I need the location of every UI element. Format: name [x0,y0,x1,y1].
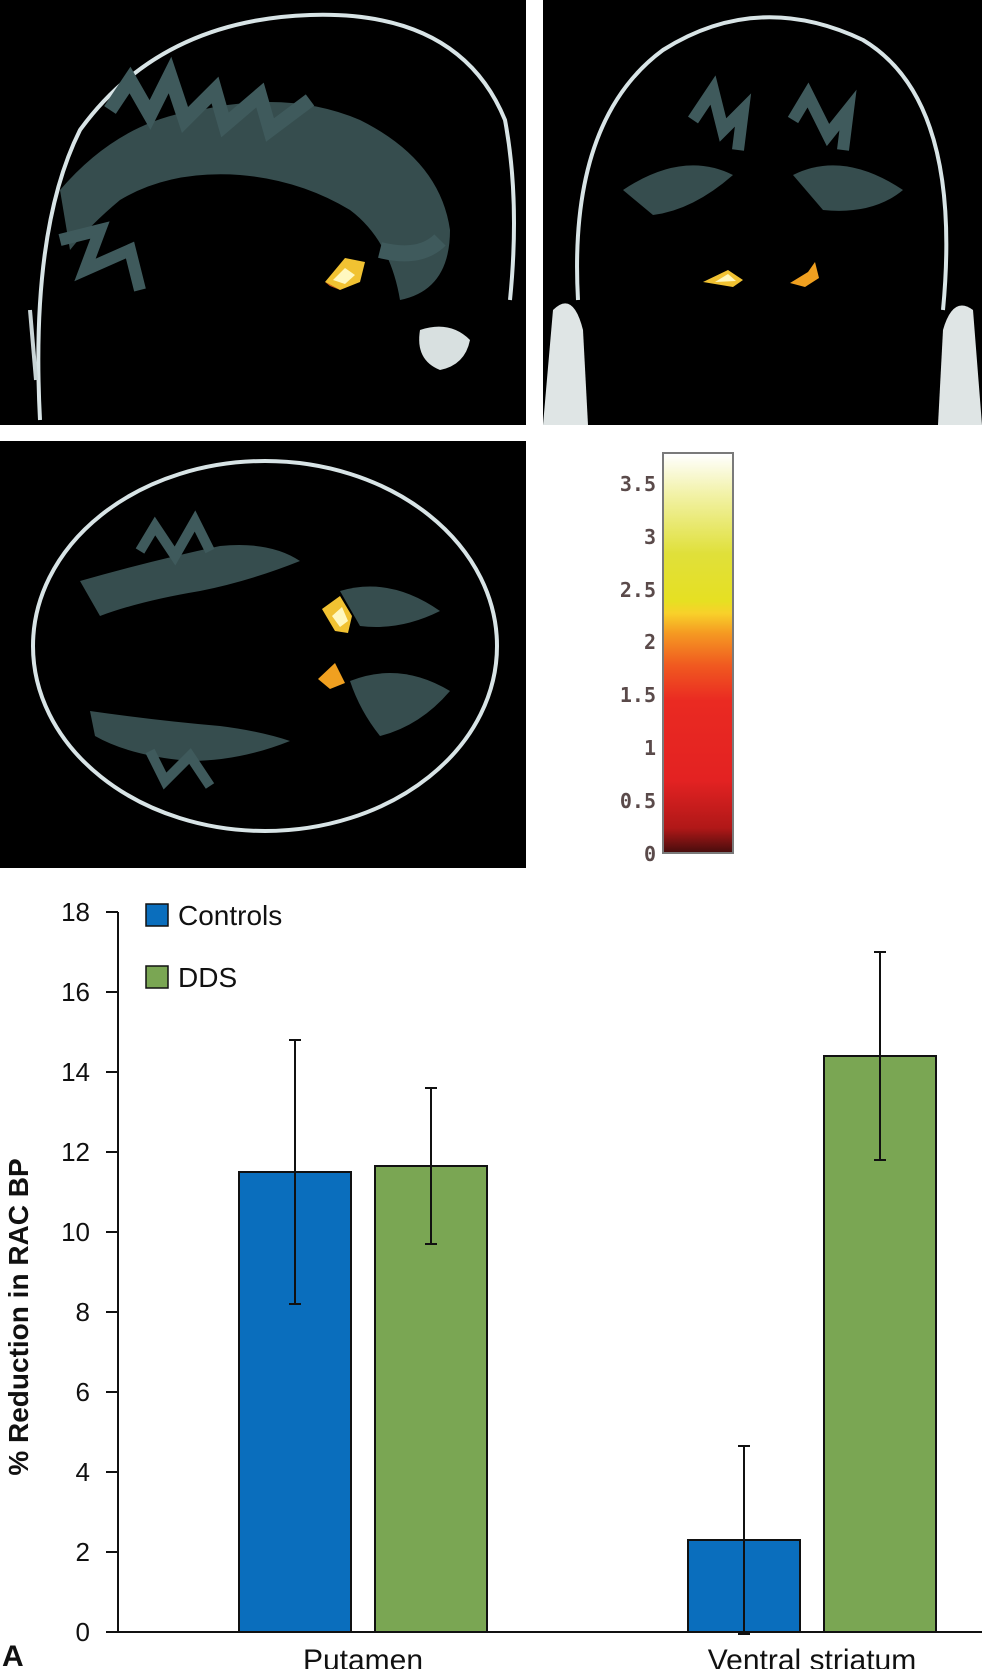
colorbar-tick-label: 3.5 [619,471,656,496]
axial-brain-scan [0,441,526,868]
sagittal-brain-scan [0,0,526,425]
coronal-brain-scan [543,0,982,425]
colorbar-tick-label: 2.5 [619,577,656,602]
legend-swatch [145,903,169,927]
y-tick-label: 12 [61,1137,90,1167]
colorbar-tick-label: 3 [643,524,656,549]
y-tick-label: 4 [76,1457,90,1487]
colorbar-tick-label: 0.5 [619,789,656,814]
panel-label: A [2,1640,24,1669]
y-tick-label: 16 [61,977,90,1007]
colorbar-tick-label: 1.5 [619,683,656,708]
chart-bars [238,1055,937,1633]
colorbar-tick-label: 2 [643,630,656,655]
y-tick-label: 2 [76,1537,90,1567]
y-tick-label: 0 [76,1617,90,1647]
x-axis-ticks: Putamen Ventral striatum [303,1644,916,1669]
chart-legend: Controls DDS [145,900,282,993]
y-axis-ticks: 0 2 4 6 8 10 12 14 16 18 [61,897,118,1647]
y-tick-label: 8 [76,1297,90,1327]
y-tick-label: 18 [61,897,90,927]
y-tick-label: 14 [61,1057,90,1087]
x-tick-label: Ventral striatum [708,1644,916,1669]
bar-chart: 0 2 4 6 8 10 12 14 16 18 Putamen Ventral striatum … [0,880,982,1669]
y-axis-label: % Reduction in RAC BP [3,1158,34,1475]
y-tick-label: 6 [76,1377,90,1407]
colorbar-gradient [662,452,734,854]
legend-label: Controls [178,900,282,931]
colorbar-tick-label: 0 [643,842,656,866]
legend-label: DDS [178,962,237,993]
x-tick-label: Putamen [303,1644,423,1669]
legend-swatch [145,965,169,989]
colorbar: 3.5 3 2.5 2 1.5 1 0.5 0 [590,446,740,866]
chart-error-bars [289,951,886,1635]
y-tick-label: 10 [61,1217,90,1247]
colorbar-tick-label: 1 [643,736,656,761]
